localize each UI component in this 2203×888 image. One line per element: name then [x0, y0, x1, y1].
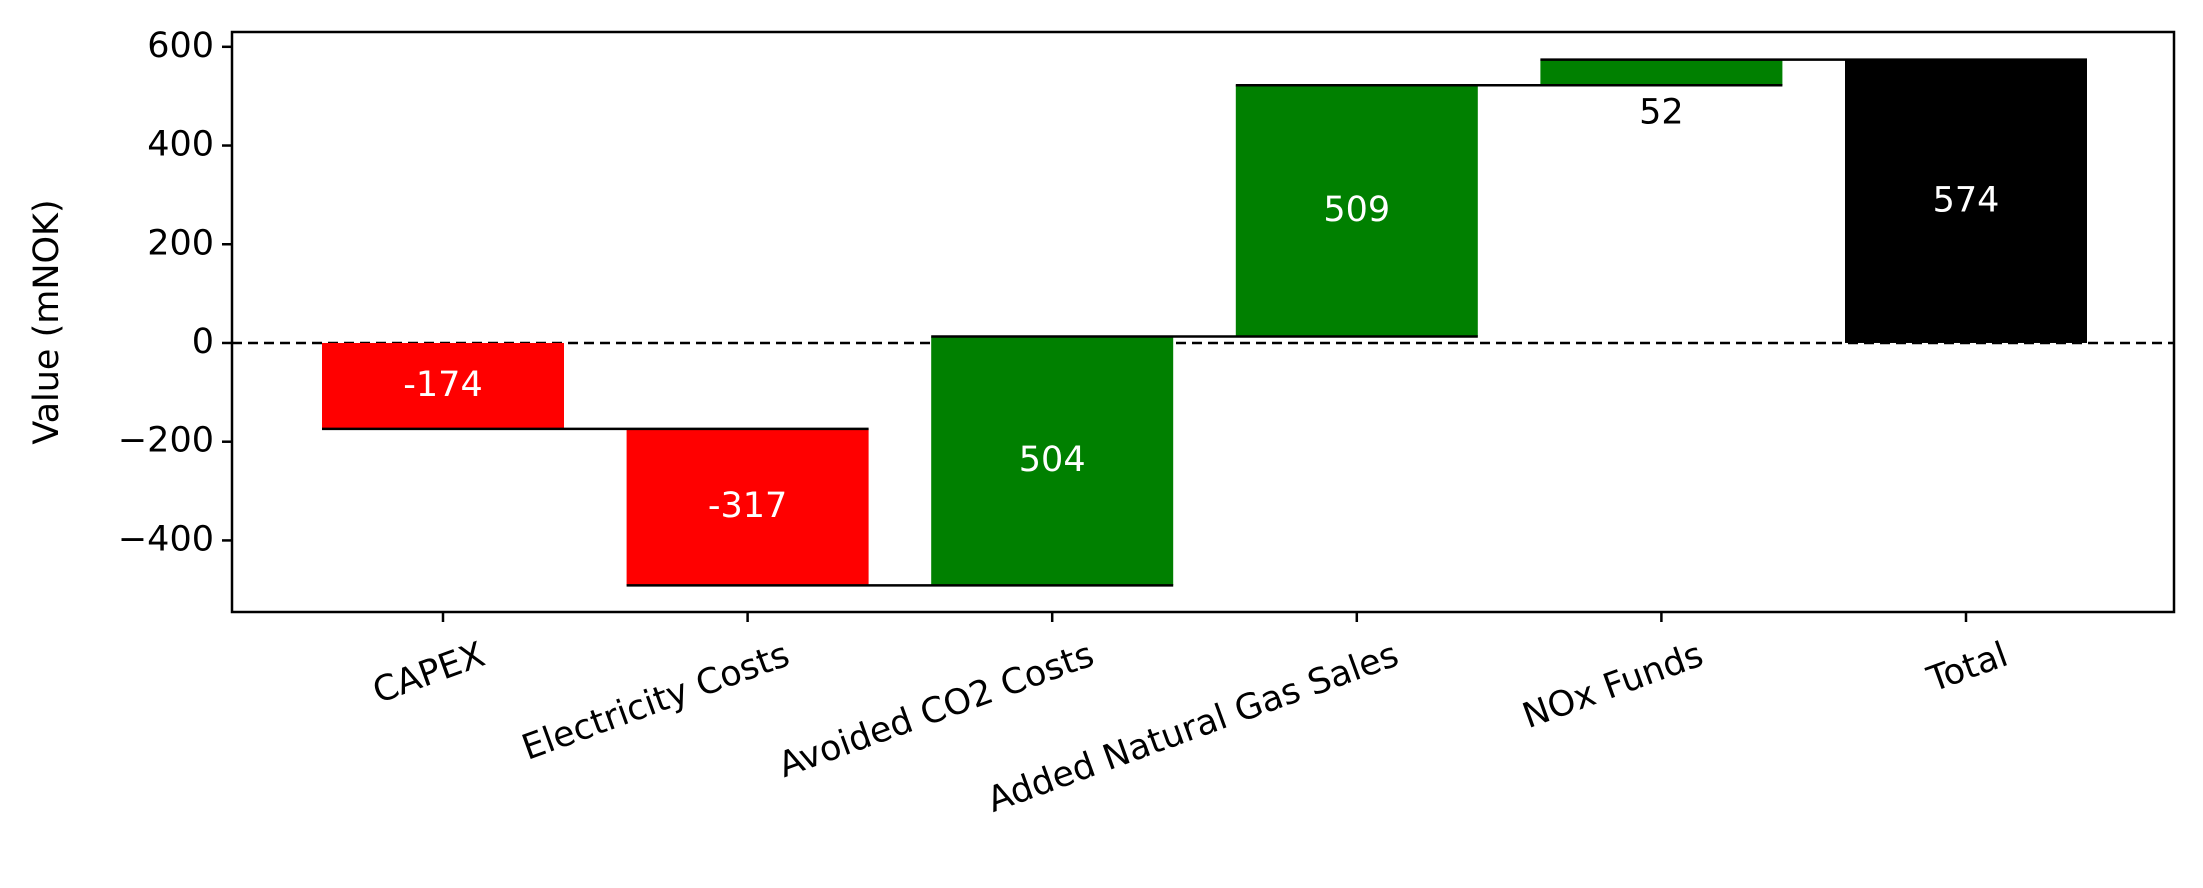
- y-axis-label: Value (mNOK): [27, 199, 67, 444]
- y-tick-label-0: −400: [118, 519, 214, 559]
- x-tick-label-0: CAPEX: [368, 635, 490, 712]
- bar-value-label-3: 509: [1323, 190, 1390, 230]
- bar-3: [1235, 85, 1478, 337]
- bar-value-label-1: -317: [708, 486, 787, 526]
- y-tick-label-5: 600: [147, 26, 214, 66]
- x-tick-label-4: NOx Funds: [1518, 635, 1709, 737]
- axes-frame: [230, 30, 2176, 614]
- bar-value-label-0: -174: [403, 365, 482, 405]
- x-tick-label-5: Total: [1922, 635, 2013, 701]
- bar-5: [1845, 59, 2087, 343]
- plot-content: -174 -317 504 509 52 574: [232, 58, 2174, 587]
- y-tick-label-1: −200: [118, 421, 214, 461]
- y-tick-label-3: 200: [147, 223, 214, 263]
- y-tick-label-4: 400: [147, 125, 214, 165]
- bar-value-label-2: 504: [1019, 440, 1086, 480]
- x-tick-label-1: Electricity Costs: [517, 635, 795, 769]
- bar-4: [1540, 59, 1783, 86]
- y-tick-label-2: 0: [192, 322, 214, 362]
- bar-2: [931, 336, 1174, 586]
- bar-value-label-5: 574: [1933, 180, 2000, 220]
- bar-value-label-4: 52: [1639, 92, 1684, 132]
- bar-1: [626, 428, 869, 586]
- bar-0: [322, 342, 564, 429]
- y-axis: −400 −200 0 200 400 600: [118, 26, 232, 559]
